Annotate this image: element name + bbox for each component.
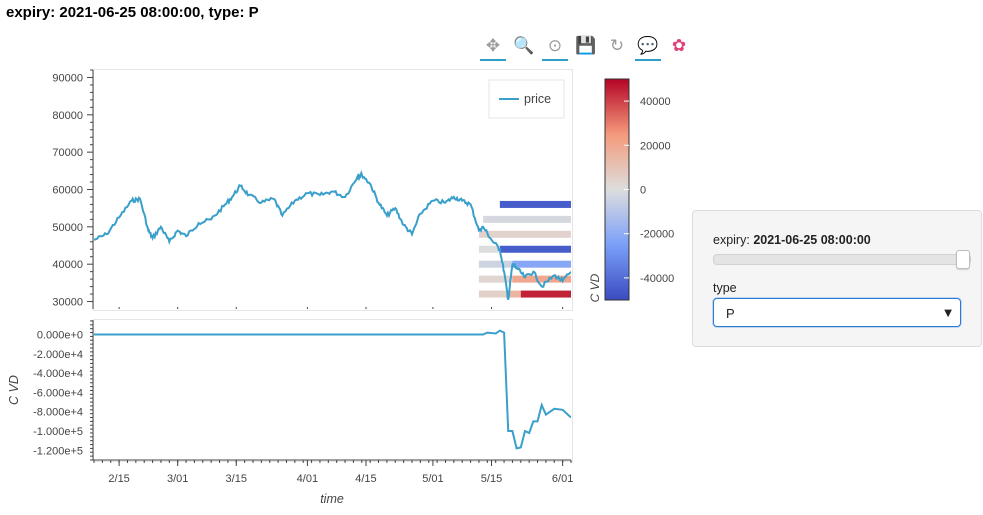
type-label: type — [713, 281, 737, 295]
heatmap-cell — [478, 275, 513, 283]
heatmap-cell — [499, 200, 571, 208]
expiry-slider-label: expiry: 2021-06-25 08:00:00 — [713, 233, 871, 247]
price-y-tick-label: 40000 — [52, 259, 83, 271]
wheel-zoom-icon[interactable]: ⊙ — [542, 33, 568, 61]
cvd-x-tick-label: 5/01 — [422, 473, 443, 485]
price-y-tick-label: 50000 — [52, 222, 83, 234]
cvd-y-tick-label: -4.000e+4 — [33, 368, 83, 380]
price-y-tick-label: 90000 — [52, 72, 83, 84]
cvd-x-tick-label: 4/15 — [355, 473, 376, 485]
heatmap-cell — [520, 290, 571, 298]
price-y-tick-label: 80000 — [52, 110, 83, 122]
heatmap-cell — [478, 245, 500, 253]
expiry-slider-track[interactable] — [713, 254, 971, 265]
bokeh-logo-icon[interactable]: ✿ — [671, 36, 687, 56]
price-y-tick-label: 70000 — [52, 147, 83, 159]
legend-label-price: price — [524, 92, 551, 106]
type-select[interactable]: P ▼ — [713, 298, 961, 327]
x-axis-label: time — [320, 492, 344, 506]
heatmap-cell — [478, 290, 509, 298]
expiry-slider-handle[interactable] — [956, 250, 970, 269]
colorbar-tick-label: 40000 — [640, 96, 671, 108]
expiry-label: expiry: — [713, 233, 750, 247]
plot-toolbar: ✥ 🔍 ⊙ 💾 ↻ 💬 ✿ — [480, 32, 697, 61]
heatmap-cell — [508, 290, 521, 298]
cvd-y-axis-label: C VD — [7, 375, 21, 405]
legend: price — [488, 79, 565, 119]
heatmap-cell — [512, 260, 571, 268]
cvd-x-tick-label: 2/15 — [108, 473, 129, 485]
cvd-x-tick-label: 3/15 — [226, 473, 247, 485]
price-y-tick-label: 60000 — [52, 185, 83, 197]
cvd-y-tick-label: -1.000e+5 — [33, 426, 83, 438]
cvd-y-tick-label: -6.000e+4 — [33, 387, 83, 399]
heatmap-cell — [512, 275, 571, 283]
cvd-y-tick-label: -1.200e+5 — [33, 445, 83, 457]
heatmap-cell — [478, 260, 513, 268]
colorbar-tick-label: -20000 — [640, 229, 674, 241]
page-title: expiry: 2021-06-25 08:00:00, type: P — [6, 4, 259, 21]
cvd-x-tick-label: 3/01 — [167, 473, 188, 485]
hover-icon[interactable]: 💬 — [635, 33, 661, 61]
expiry-value: 2021-06-25 08:00:00 — [753, 233, 871, 247]
pan-icon[interactable]: ✥ — [480, 33, 506, 61]
type-select-value: P — [726, 306, 735, 321]
heatmap-cell — [478, 230, 571, 238]
colorbar-label: C VD — [588, 273, 602, 302]
price-plot-area — [94, 170, 571, 300]
colorbar-tick-label: 0 — [640, 185, 646, 197]
cvd-y-tick-label: 0.000e+0 — [37, 329, 83, 341]
price-line — [94, 170, 571, 300]
chevron-down-icon: ▼ — [944, 308, 952, 319]
cvd-y-tick-label: -2.000e+4 — [33, 349, 83, 361]
cvd-line — [94, 329, 571, 450]
cvd-y-tick-label: -8.000e+4 — [33, 407, 83, 419]
colorbar-tick-label: 20000 — [640, 140, 671, 152]
cvd-x-tick-label: 4/01 — [297, 473, 318, 485]
price-y-tick-label: 30000 — [52, 297, 83, 309]
colorbar-tick-label: -40000 — [640, 273, 674, 285]
heatmap-cell — [483, 215, 571, 223]
reset-icon[interactable]: ↻ — [609, 36, 625, 56]
cvd-x-tick-label: 6/01 — [552, 473, 573, 485]
cvd-plot-area — [94, 329, 571, 450]
box-zoom-icon[interactable]: 🔍 — [513, 36, 535, 56]
cvd-x-tick-label: 5/15 — [481, 473, 502, 485]
controls-panel: expiry: 2021-06-25 08:00:00 type P ▼ — [692, 210, 982, 347]
heatmap-cell — [499, 245, 571, 253]
save-icon[interactable]: 💾 — [575, 36, 597, 56]
